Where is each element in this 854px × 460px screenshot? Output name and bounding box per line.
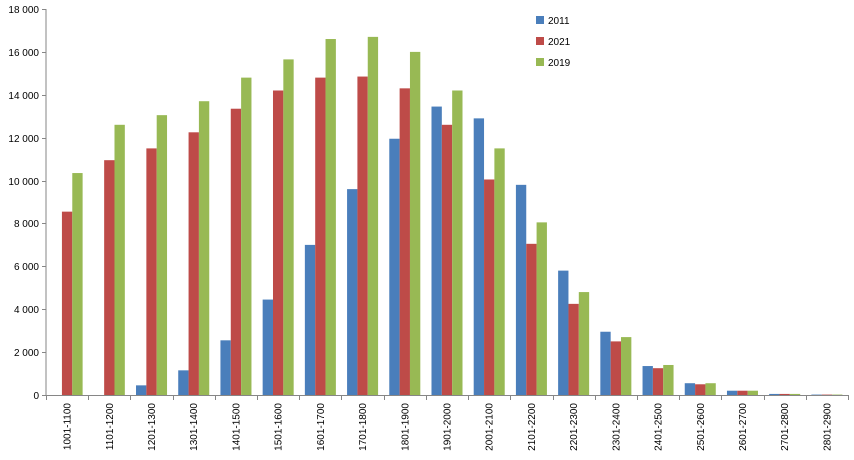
bar-2011-1601-1700	[304, 244, 316, 395]
bar-2019-2201-2300	[578, 292, 590, 395]
y-tick-label: 8 000	[14, 219, 39, 230]
legend-label-2021: 2021	[548, 37, 571, 48]
x-tick-label: 2101-2200	[527, 403, 538, 451]
bar-2021-1801-1900	[399, 88, 410, 395]
bar-2021-1001-1100	[61, 211, 73, 395]
x-tick-label: 1401-1500	[231, 403, 242, 451]
y-tick-label: 0	[33, 391, 39, 402]
x-tick-label: 1701-1800	[358, 403, 369, 451]
bar-2021-1701-1800	[357, 76, 368, 396]
x-tick-label: 1801-1900	[400, 403, 411, 451]
y-tick-label: 2 000	[14, 348, 39, 359]
x-tick-label: 1301-1400	[189, 403, 200, 451]
y-axis: 0 2 000 4 000 6 000 8 000 10 000 12 000 14 000 1…	[8, 5, 47, 402]
y-tick-label: 4 000	[14, 305, 39, 316]
x-tick-label: 1101-1200	[105, 403, 116, 451]
x-tick-label: 2001-2100	[485, 403, 496, 451]
bar-2021-1101-1200	[104, 160, 115, 395]
bar-2019-1601-1700	[325, 39, 336, 396]
legend-swatch-2019	[536, 58, 544, 66]
x-tick-label: 2301-2400	[611, 403, 622, 451]
bar-2011-2401-2500	[642, 366, 653, 395]
bar-2019-1001-1100	[72, 173, 83, 395]
bar-2011-2501-2600	[684, 383, 696, 395]
x-tick-label: 1601-1700	[316, 403, 327, 451]
bar-2019-1701-1800	[367, 36, 379, 395]
bar-2011-1801-1900	[389, 138, 400, 396]
bar-2021-1401-1500	[230, 108, 242, 395]
bar-2011-2001-2100	[473, 118, 485, 396]
x-tick-label: 2701-2800	[780, 403, 791, 451]
bar-2019-1301-1400	[198, 101, 210, 396]
bar-2021-2501-2600	[695, 384, 706, 395]
bar-2011-2101-2200	[515, 184, 527, 395]
legend-label-2011: 2011	[548, 16, 570, 27]
bar-2011-2701-2800	[769, 393, 780, 395]
bar-2011-1901-2000	[431, 106, 442, 395]
bar-2021-2301-2400	[610, 341, 622, 395]
bar-2011-1701-1800	[347, 189, 358, 395]
bar-2011-2601-2700	[726, 390, 738, 395]
bar-2011-1501-1600	[262, 299, 273, 395]
y-tick-label: 16 000	[8, 48, 39, 59]
bar-2021-1901-2000	[441, 124, 453, 396]
x-tick-label: 2801-2900	[822, 403, 833, 451]
bars	[61, 36, 843, 396]
legend: 2011 2021 2019	[536, 16, 571, 69]
bar-2019-2701-2800	[789, 393, 801, 395]
bar-2019-2501-2600	[705, 383, 716, 395]
bar-2019-1501-1600	[283, 59, 294, 395]
bar-2011-2201-2300	[558, 270, 569, 395]
bar-2019-1401-1500	[241, 77, 252, 396]
bar-2011-1401-1500	[220, 340, 231, 395]
x-tick-label: 1901-2000	[443, 403, 454, 451]
bar-2021-1301-1400	[188, 132, 199, 395]
bar-2019-1201-1300	[156, 115, 168, 396]
bar-2021-2001-2100	[484, 179, 495, 395]
bar-2019-1101-1200	[114, 124, 125, 396]
y-tick-label: 14 000	[8, 91, 39, 102]
bar-2019-1801-1900	[409, 51, 421, 395]
x-tick-label: 2501-2600	[696, 403, 707, 451]
bar-2021-1501-1600	[272, 90, 284, 396]
x-axis: 1001-1100 1101-1200 1201-1300 1301-1400 1401…	[46, 395, 849, 451]
bar-2021-2601-2700	[737, 390, 748, 395]
y-tick-label: 12 000	[8, 134, 39, 145]
legend-swatch-2021	[536, 37, 544, 45]
bar-2011-1301-1400	[178, 370, 189, 395]
bar-2019-2601-2700	[747, 390, 758, 395]
bar-2021-2701-2800	[779, 393, 790, 395]
legend-label-2019: 2019	[548, 58, 571, 69]
bar-2021-2401-2500	[652, 368, 664, 395]
bar-2011-2301-2400	[600, 331, 611, 395]
x-tick-label: 2401-2500	[654, 403, 665, 451]
x-tick-label: 2601-2700	[738, 403, 749, 451]
bar-2021-1201-1300	[146, 148, 157, 395]
y-tick-label: 10 000	[8, 177, 39, 188]
bar-2019-2401-2500	[663, 364, 674, 395]
bar-2019-2001-2100	[494, 148, 505, 395]
bar-2019-1901-2000	[452, 90, 463, 396]
x-tick-label: 1201-1300	[147, 403, 158, 451]
bar-2021-1601-1700	[315, 77, 326, 396]
bar-2011-1201-1300	[136, 385, 147, 395]
bar-2019-2301-2400	[621, 337, 632, 395]
x-tick-label: 1501-1600	[274, 403, 285, 451]
legend-swatch-2011	[536, 16, 544, 24]
y-tick-label: 18 000	[8, 5, 39, 16]
y-tick-label: 6 000	[14, 262, 39, 273]
bar-2019-2101-2200	[536, 222, 547, 395]
bar-2021-2101-2200	[526, 243, 537, 395]
x-tick-label: 2201-2300	[569, 403, 580, 451]
x-tick-label: 1001-1100	[63, 403, 74, 451]
bar-2021-2201-2300	[568, 303, 579, 395]
